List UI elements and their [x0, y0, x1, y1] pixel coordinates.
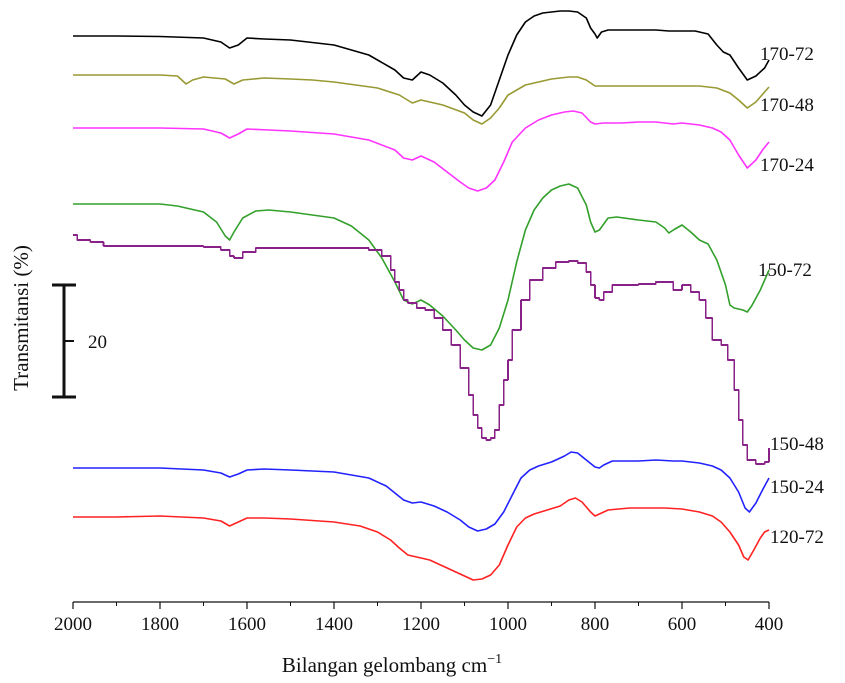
series-layer	[73, 10, 770, 581]
series-line-120-72	[73, 497, 770, 581]
series-label-150-24: 150-24	[770, 477, 824, 498]
series-line-170-24	[73, 110, 770, 192]
series-line-150-24	[73, 451, 770, 532]
x-axis: 2000 1800 1600 1400 1200 1000 800 600 400	[54, 601, 784, 635]
series-label-170-72: 170-72	[760, 44, 814, 65]
series-label-150-48: 150-48	[770, 434, 824, 455]
scale-bar-label: 20	[88, 332, 107, 353]
x-axis-title-superscript: −1	[487, 652, 502, 667]
series-label-150-72: 150-72	[758, 260, 812, 281]
x-tick-label-1400: 1400	[315, 614, 353, 635]
series-label-120-72: 120-72	[770, 527, 824, 548]
x-tick-label-2000: 2000	[54, 614, 92, 635]
x-tick-label-600: 600	[668, 614, 697, 635]
series-line-170-48	[73, 74, 770, 125]
x-tick-label-1600: 1600	[228, 614, 266, 635]
series-label-170-24: 170-24	[760, 155, 814, 176]
x-tick-label-1000: 1000	[489, 614, 527, 635]
x-tick-label-800: 800	[581, 614, 610, 635]
series-line-150-48	[73, 234, 770, 465]
x-tick-label-400: 400	[755, 614, 784, 635]
series-labels: 170-72 170-48 170-24 150-72 150-48 150-24 120-…	[758, 44, 824, 548]
x-axis-title: Bilangan gelombang cm−1	[282, 652, 502, 677]
x-axis-title-main: Bilangan gelombang cm	[282, 653, 487, 677]
series-label-170-48: 170-48	[760, 95, 814, 116]
y-axis-title: Transmitansi (%)	[9, 245, 33, 391]
series-line-150-72	[73, 183, 770, 351]
x-tick-label-1800: 1800	[141, 614, 179, 635]
scale-bar: 20	[52, 283, 107, 399]
x-tick-label-1200: 1200	[402, 614, 440, 635]
series-line-170-72	[73, 10, 770, 117]
